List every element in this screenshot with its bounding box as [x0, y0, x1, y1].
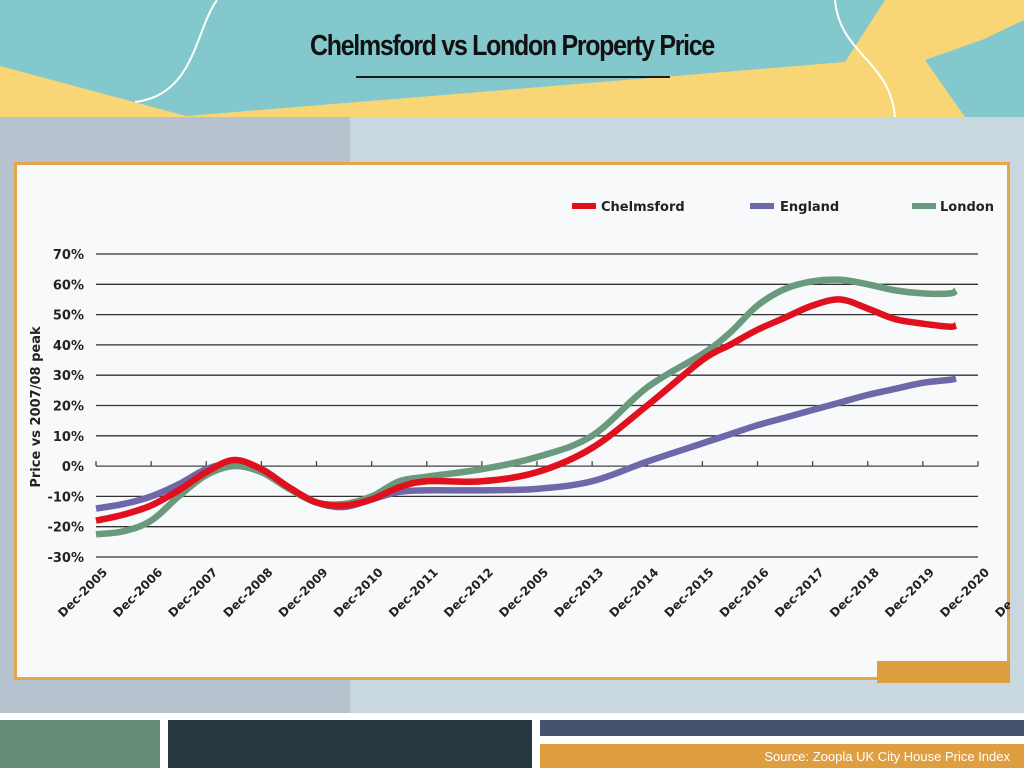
chart-grid	[95, 253, 979, 558]
header-yellow-shape-left	[0, 66, 190, 117]
source-note: Source: Zoopla UK City House Price Index	[764, 749, 1010, 764]
y-tick-label: 0%	[62, 460, 84, 475]
y-tick-label: 50%	[53, 309, 84, 324]
chart-panel	[14, 162, 1010, 680]
footer-block-navy	[540, 720, 1024, 736]
header-decoration	[0, 0, 1024, 117]
series-line-chelmsford	[95, 296, 959, 524]
y-tick-label: 10%	[53, 430, 84, 445]
chart-panel-accent	[877, 661, 1010, 683]
legend-item-england: England	[750, 200, 839, 215]
x-tick-label: Dec-2019	[882, 565, 937, 620]
legend-label-chelmsford: Chelmsford	[601, 200, 685, 215]
y-axis-label: Price vs 2007/08 peak	[29, 326, 44, 488]
x-tick-label: Dec-2014	[607, 565, 662, 620]
y-tick-label: 70%	[53, 248, 84, 263]
x-tick-label: Dec-2016	[717, 565, 772, 620]
header-white-curve-right	[834, 0, 896, 117]
x-tick-label: Dec-2009	[276, 565, 331, 620]
header-banner: Chelmsford vs London Property Price	[0, 0, 1024, 117]
y-tick-label: 40%	[53, 339, 84, 354]
legend-label-london: London	[940, 200, 994, 215]
chart-legend: Chelmsford England London	[572, 200, 994, 215]
legend-swatch-london	[912, 203, 936, 209]
header-yellow-shape-right	[175, 0, 1024, 117]
legend-label-england: England	[780, 200, 839, 215]
x-tick-label: Dec-2007	[166, 565, 221, 620]
title-underline	[356, 76, 670, 78]
legend-item-chelmsford: Chelmsford	[572, 200, 685, 215]
y-tick-label: 60%	[53, 278, 84, 293]
legend-swatch-chelmsford	[572, 203, 596, 209]
x-tick-label: Dec-2006	[110, 565, 165, 620]
x-tick-label: Dec-2011	[386, 565, 441, 620]
x-tick-label: Dec-2012	[441, 565, 496, 620]
y-tick-label: -20%	[47, 521, 84, 536]
x-tick-label: Dec-2005	[55, 565, 110, 620]
legend-item-london: London	[912, 200, 994, 215]
x-axis-ticks: Dec-2005 Dec-2006 Dec-2007 Dec-2008 Dec-2009…	[55, 565, 1010, 620]
footer-block-green	[0, 720, 160, 768]
y-tick-label: -10%	[47, 490, 84, 505]
footer-block-dark	[168, 720, 532, 768]
x-tick-label: Dec-2010	[331, 565, 386, 620]
x-tick-label: Dec-2021	[992, 565, 1010, 620]
header-white-curve-left	[134, 0, 218, 103]
series-line-england	[95, 375, 958, 512]
x-tick-label: Dec-2005	[496, 565, 551, 620]
y-tick-label: 30%	[53, 369, 84, 384]
y-tick-label: -30%	[47, 551, 84, 566]
page-title: Chelmsford vs London Property Price	[310, 30, 715, 62]
x-tick-label: Dec-2017	[772, 565, 827, 620]
footer-source-bar: Source: Zoopla UK City House Price Index	[540, 744, 1024, 768]
line-chart: 70% 60% 50% 40% 30% 20% 10% 0% -10% -20% -30% Dec-…	[29, 200, 1010, 620]
header-teal-shape-right	[925, 25, 1024, 117]
y-tick-label: 20%	[53, 400, 84, 415]
x-tick-label: Dec-2013	[551, 565, 606, 620]
chart-series	[95, 276, 959, 538]
x-tick-label: Dec-2018	[827, 565, 882, 620]
x-tick-label: Dec-2020	[937, 565, 992, 620]
x-tick-label: Dec-2015	[662, 565, 717, 620]
x-tick-label: Dec-2008	[221, 565, 276, 620]
series-line-london	[95, 276, 959, 538]
y-axis-ticks: 70% 60% 50% 40% 30% 20% 10% 0% -10% -20% -30%	[47, 248, 84, 566]
legend-swatch-england	[750, 203, 774, 209]
